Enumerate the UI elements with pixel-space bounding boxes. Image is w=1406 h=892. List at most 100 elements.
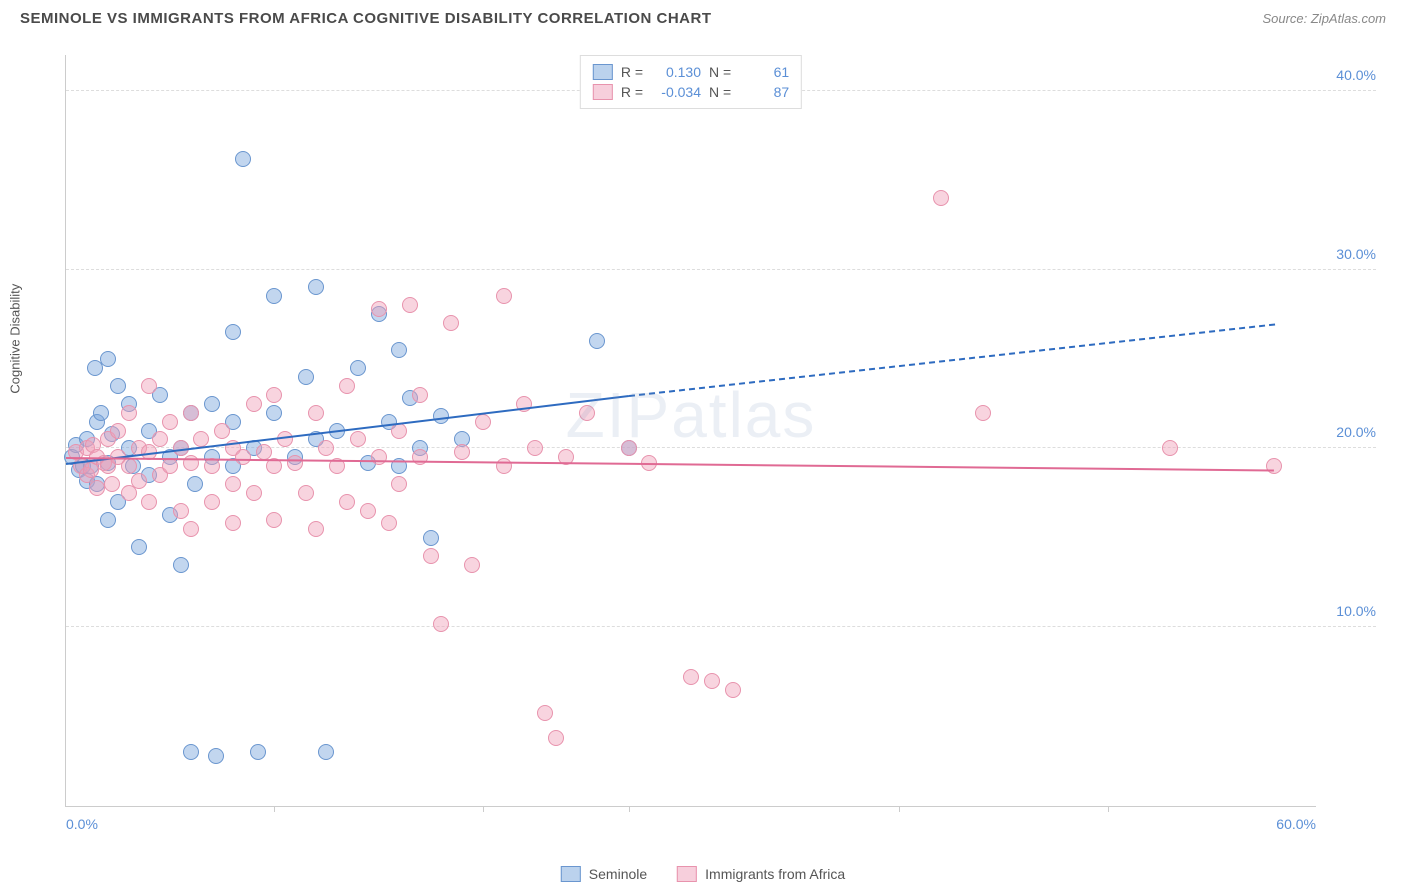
data-point (141, 494, 157, 510)
x-tick-mark (1108, 806, 1109, 812)
y-tick-label: 20.0% (1336, 424, 1376, 440)
data-point (975, 405, 991, 421)
data-point (89, 480, 105, 496)
y-axis-label: Cognitive Disability (8, 284, 23, 394)
data-point (308, 521, 324, 537)
data-point (360, 503, 376, 519)
data-point (725, 682, 741, 698)
data-point (246, 396, 262, 412)
chart-container: Cognitive Disability ZIPatlas R = 0.130 … (20, 40, 1386, 842)
x-tick-mark (483, 806, 484, 812)
data-point (391, 476, 407, 492)
data-point (121, 405, 137, 421)
data-point (308, 279, 324, 295)
data-point (204, 458, 220, 474)
legend-row-seminole: R = 0.130 N = 61 (593, 62, 789, 82)
data-point (1266, 458, 1282, 474)
x-tick-mark (629, 806, 630, 812)
data-point (152, 431, 168, 447)
data-point (208, 748, 224, 764)
data-point (298, 485, 314, 501)
data-point (475, 414, 491, 430)
grid-line (66, 269, 1376, 270)
n-value: 61 (739, 64, 789, 80)
data-point (579, 405, 595, 421)
data-point (589, 333, 605, 349)
data-point (183, 455, 199, 471)
source-label: Source: ZipAtlas.com (1262, 11, 1386, 26)
swatch-icon (561, 866, 581, 882)
series-name: Seminole (589, 866, 647, 882)
data-point (266, 405, 282, 421)
data-point (339, 494, 355, 510)
trend-line (628, 323, 1274, 397)
series-legend: Seminole Immigrants from Africa (561, 866, 845, 882)
data-point (339, 378, 355, 394)
data-point (235, 151, 251, 167)
r-label: R = (621, 64, 643, 80)
data-point (100, 351, 116, 367)
data-point (204, 494, 220, 510)
y-tick-label: 30.0% (1336, 246, 1376, 262)
y-tick-label: 40.0% (1336, 67, 1376, 83)
data-point (391, 342, 407, 358)
data-point (214, 423, 230, 439)
data-point (235, 449, 251, 465)
n-label: N = (709, 64, 731, 80)
plot-area: ZIPatlas R = 0.130 N = 61 R = -0.034 N =… (65, 55, 1316, 807)
swatch-icon (593, 64, 613, 80)
x-tick-label: 0.0% (66, 816, 98, 832)
legend-row-africa: R = -0.034 N = 87 (593, 82, 789, 102)
data-point (183, 521, 199, 537)
data-point (443, 315, 459, 331)
correlation-legend: R = 0.130 N = 61 R = -0.034 N = 87 (580, 55, 802, 109)
data-point (104, 476, 120, 492)
data-point (433, 616, 449, 632)
data-point (423, 530, 439, 546)
data-point (266, 288, 282, 304)
data-point (100, 512, 116, 528)
data-point (537, 705, 553, 721)
series-name: Immigrants from Africa (705, 866, 845, 882)
data-point (204, 396, 220, 412)
r-value: 0.130 (651, 64, 701, 80)
trend-line (66, 457, 1274, 472)
grid-line (66, 626, 1376, 627)
data-point (225, 324, 241, 340)
r-label: R = (621, 84, 643, 100)
data-point (162, 414, 178, 430)
data-point (277, 431, 293, 447)
data-point (187, 476, 203, 492)
swatch-icon (593, 84, 613, 100)
data-point (350, 360, 366, 376)
data-point (1162, 440, 1178, 456)
chart-title: SEMINOLE VS IMMIGRANTS FROM AFRICA COGNI… (20, 10, 712, 27)
data-point (423, 548, 439, 564)
data-point (412, 387, 428, 403)
data-point (496, 288, 512, 304)
legend-item-seminole: Seminole (561, 866, 647, 882)
data-point (173, 557, 189, 573)
swatch-icon (677, 866, 697, 882)
data-point (246, 485, 262, 501)
data-point (527, 440, 543, 456)
data-point (933, 190, 949, 206)
data-point (412, 449, 428, 465)
data-point (318, 744, 334, 760)
data-point (131, 539, 147, 555)
data-point (110, 423, 126, 439)
data-point (121, 458, 137, 474)
data-point (371, 301, 387, 317)
data-point (318, 440, 334, 456)
y-tick-label: 10.0% (1336, 603, 1376, 619)
data-point (287, 455, 303, 471)
data-point (141, 378, 157, 394)
data-point (250, 744, 266, 760)
data-point (454, 444, 470, 460)
data-point (381, 515, 397, 531)
data-point (162, 458, 178, 474)
data-point (173, 503, 189, 519)
data-point (266, 512, 282, 528)
n-value: 87 (739, 84, 789, 100)
data-point (225, 515, 241, 531)
